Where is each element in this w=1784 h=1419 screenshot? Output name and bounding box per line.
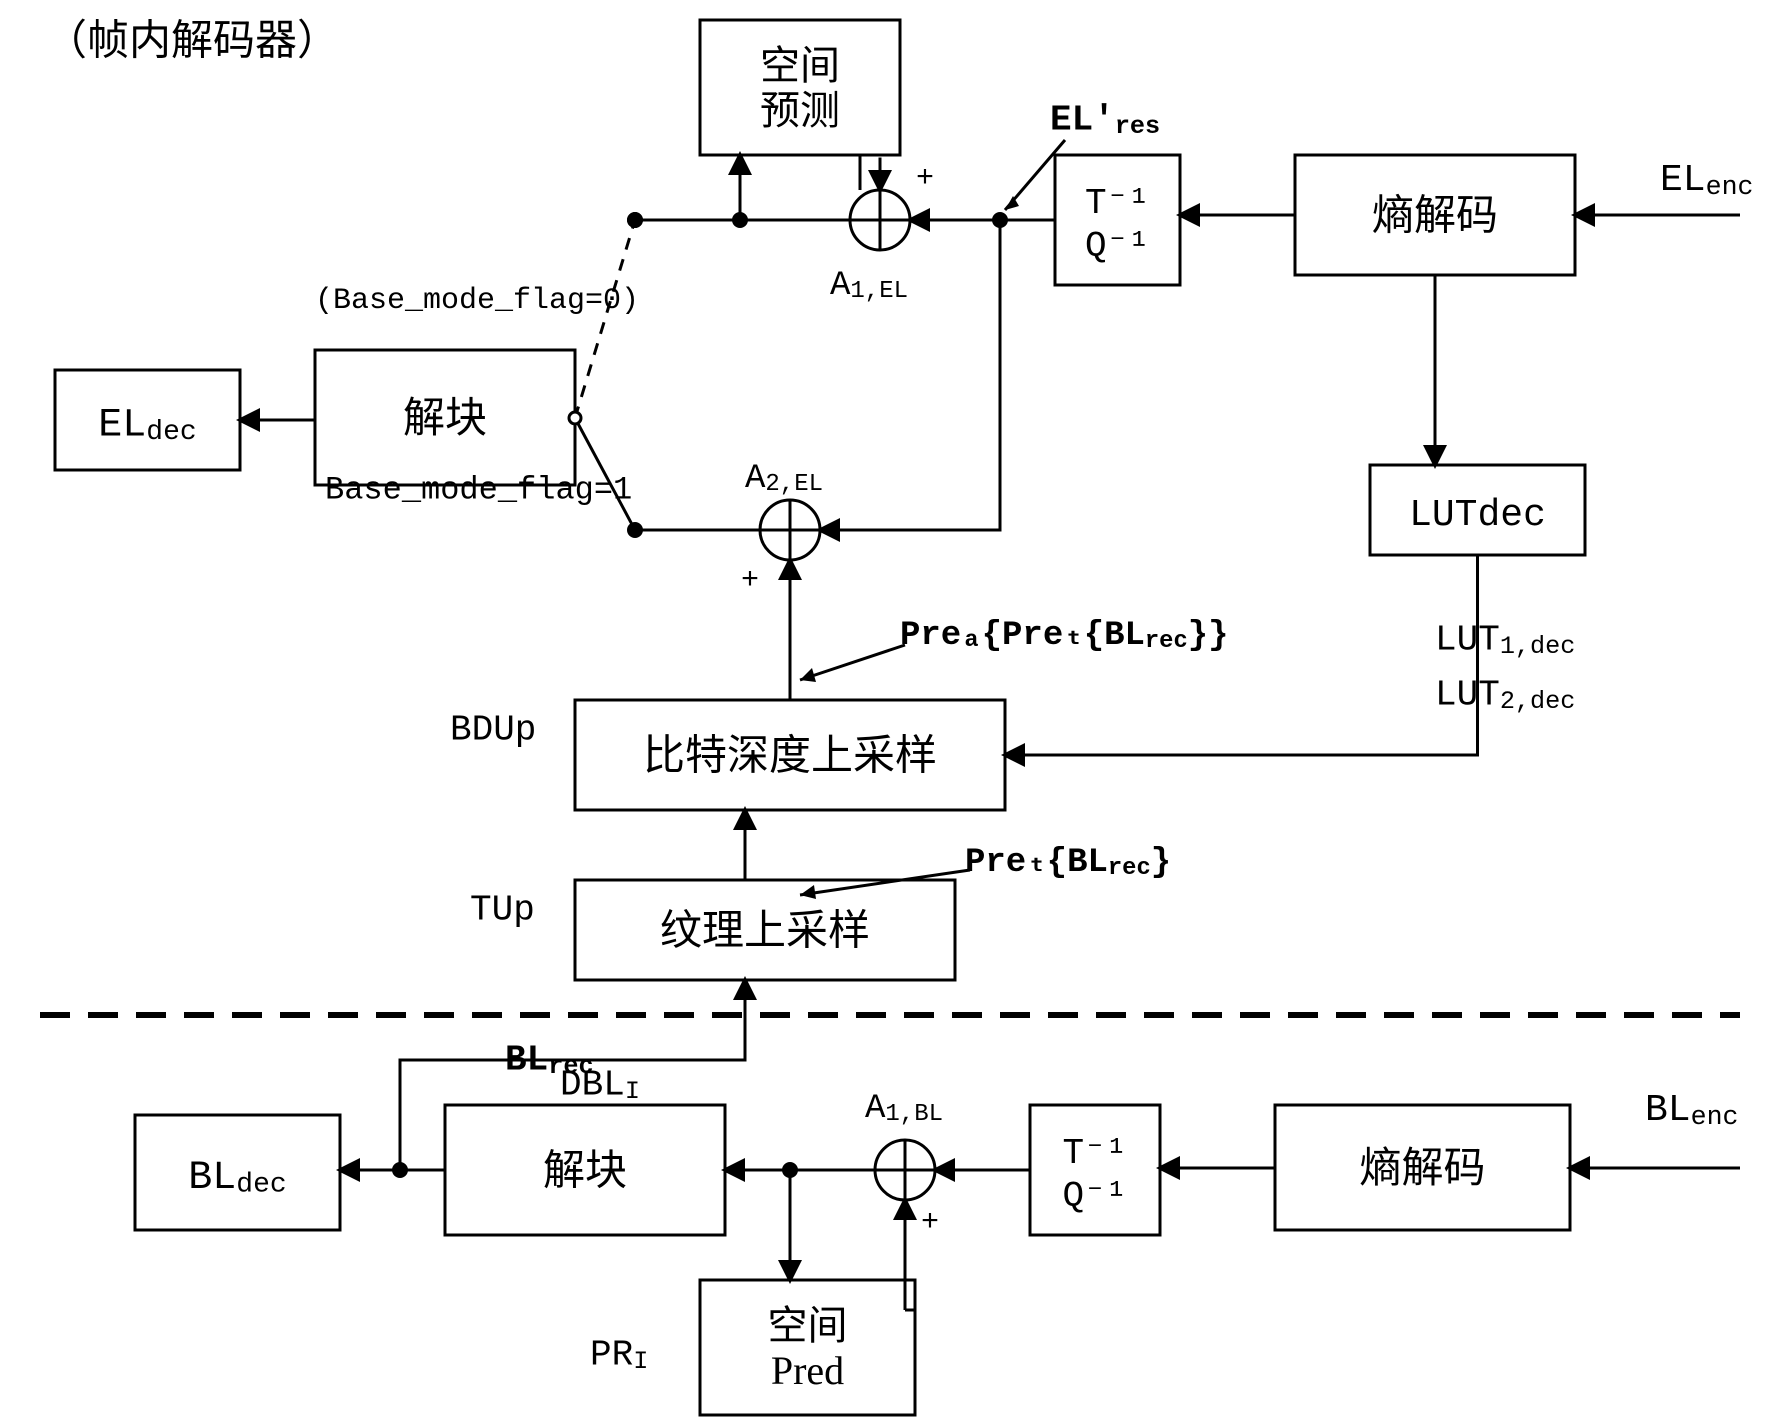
- svg-text:A1,EL: A1,EL: [830, 267, 908, 305]
- svg-text:解块: 解块: [543, 1149, 627, 1195]
- svg-text:T⁻¹: T⁻¹: [1063, 1133, 1128, 1174]
- svg-text:ELenc: ELenc: [1660, 159, 1754, 202]
- svg-text:（帧内解码器）: （帧内解码器）: [45, 19, 339, 65]
- svg-text:LUT2,dec: LUT2,dec: [1435, 675, 1575, 716]
- svg-text:(Base_mode_flag=0): (Base_mode_flag=0): [315, 284, 639, 318]
- svg-text:空间: 空间: [768, 1303, 848, 1348]
- svg-text:Preₜ{BLrec}: Preₜ{BLrec}: [965, 844, 1171, 882]
- svg-text:LUT1,dec: LUT1,dec: [1435, 620, 1575, 661]
- svg-text:熵解码: 熵解码: [1359, 1145, 1485, 1192]
- svg-text:+: +: [916, 162, 934, 196]
- svg-text:空间: 空间: [760, 43, 840, 88]
- svg-text:PRI: PRI: [590, 1335, 648, 1376]
- svg-text:纹理上采样: 纹理上采样: [660, 909, 870, 955]
- svg-text:DBLI: DBLI: [560, 1065, 640, 1106]
- svg-text:LUTdec: LUTdec: [1409, 494, 1546, 537]
- decoder-diagram: （帧内解码器）空间预测T⁻¹Q⁻¹熵解码ELdec解块LUTdec比特深度上采样…: [0, 0, 1784, 1419]
- svg-text:比特深度上采样: 比特深度上采样: [643, 734, 937, 780]
- svg-text:TUp: TUp: [470, 890, 535, 931]
- svg-text:T⁻¹: T⁻¹: [1085, 183, 1150, 224]
- svg-text:熵解码: 熵解码: [1372, 193, 1498, 240]
- svg-text:A1,BL: A1,BL: [865, 1090, 943, 1128]
- svg-text:BLenc: BLenc: [1645, 1089, 1739, 1132]
- svg-text:解块: 解块: [403, 396, 487, 442]
- svg-text:Q⁻¹: Q⁻¹: [1085, 226, 1150, 267]
- svg-text:Preₐ{Preₜ{BLrec}}: Preₐ{Preₜ{BLrec}}: [900, 617, 1229, 655]
- svg-text:+: +: [921, 1206, 939, 1240]
- svg-text:预测: 预测: [760, 88, 840, 133]
- svg-text:A2,EL: A2,EL: [745, 460, 823, 498]
- svg-text:+: +: [741, 564, 759, 598]
- svg-text:Q⁻¹: Q⁻¹: [1063, 1176, 1128, 1217]
- svg-text:Base_mode_flag=1: Base_mode_flag=1: [325, 471, 632, 508]
- svg-text:BDUp: BDUp: [450, 710, 536, 751]
- svg-text:Pred: Pred: [771, 1348, 844, 1393]
- svg-text:EL'res: EL'res: [1050, 100, 1160, 141]
